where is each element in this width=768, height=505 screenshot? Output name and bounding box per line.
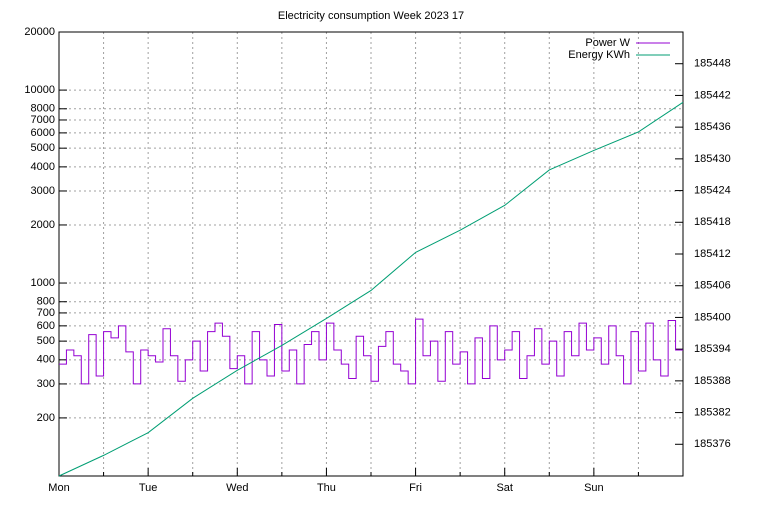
- y2-tick-label: 185412: [694, 248, 731, 260]
- y2-tick-label: 185424: [694, 184, 731, 196]
- legend-label: Power W: [585, 37, 630, 49]
- y-tick-label: 2000: [31, 219, 55, 231]
- y2-tick-label: 185448: [694, 58, 731, 70]
- x-tick-label: Tue: [139, 482, 158, 494]
- chart-title: Electricity consumption Week 2023 17: [278, 10, 464, 22]
- y-tick-label: 700: [37, 307, 55, 319]
- y-tick-label: 400: [37, 354, 55, 366]
- y-tick-label: 1000: [31, 277, 55, 289]
- y2-tick-label: 185388: [694, 375, 731, 387]
- x-tick-label: Mon: [48, 482, 69, 494]
- y-tick-label: 4000: [31, 161, 55, 173]
- y2-tick-label: 185442: [694, 89, 731, 101]
- x-tick-label: Wed: [226, 482, 248, 494]
- y-tick-label: 500: [37, 335, 55, 347]
- y2-tick-label: 185400: [694, 311, 731, 323]
- y2-tick-label: 185394: [694, 343, 731, 355]
- y2-tick-label: 185376: [694, 438, 731, 450]
- y-tick-label: 6000: [31, 127, 55, 139]
- x-tick-label: Sun: [584, 482, 604, 494]
- y-tick-label: 800: [37, 296, 55, 308]
- plot-border: [58, 31, 684, 477]
- x-tick-label: Sat: [496, 482, 513, 494]
- y2-tick-label: 185406: [694, 280, 731, 292]
- y2-tick-label: 185418: [694, 216, 731, 228]
- y-tick-label: 600: [37, 320, 55, 332]
- y-tick-label: 200: [37, 412, 55, 424]
- y2-tick-label: 185382: [694, 406, 731, 418]
- x-tick-label: Fri: [409, 482, 422, 494]
- y-tick-label: 7000: [31, 114, 55, 126]
- y-tick-label: 300: [37, 378, 55, 390]
- y-tick-label: 5000: [31, 142, 55, 154]
- series-line: [58, 101, 684, 477]
- y2-tick-label: 185436: [694, 121, 731, 133]
- x-tick-label: Thu: [317, 482, 336, 494]
- y-tick-label: 8000: [31, 103, 55, 115]
- y-tick-label: 3000: [31, 185, 55, 197]
- y-tick-label: 20000: [24, 26, 55, 38]
- y2-tick-label: 185430: [694, 153, 731, 165]
- series-line: [59, 318, 683, 385]
- y-tick-label: 10000: [24, 84, 55, 96]
- legend-label: Energy KWh: [568, 49, 630, 61]
